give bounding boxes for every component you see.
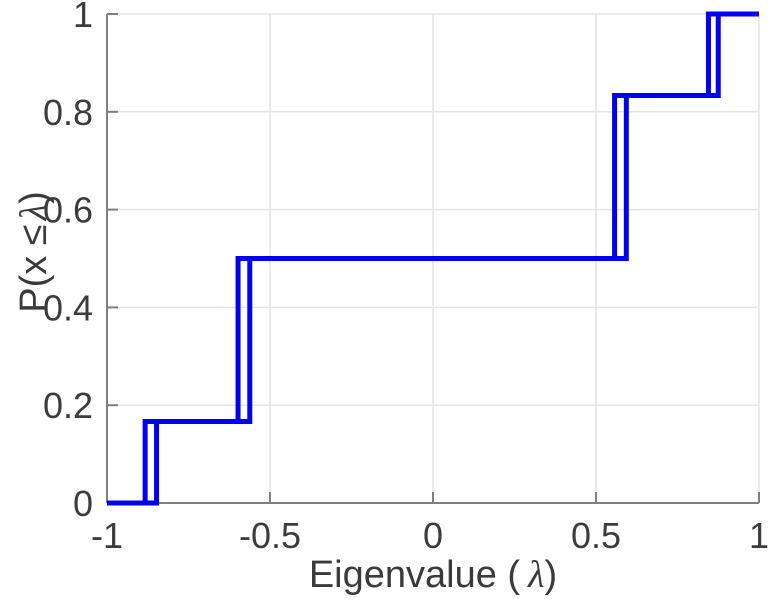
x-tick-label: 0 — [423, 515, 443, 556]
y-tick-label: 0.4 — [43, 287, 93, 328]
x-tick-label: 1 — [749, 515, 768, 556]
x-axis-label-close: ) — [544, 554, 558, 596]
x-tick-label: -0.5 — [239, 515, 301, 556]
y-tick-label: 0.2 — [43, 385, 93, 426]
tick-labels: -1 -0.5 0 0.5 1 0 0.2 0.4 0.6 0.8 1 — [43, 0, 768, 556]
lambda-symbol: λ — [528, 554, 545, 596]
y-tick-label: 1 — [73, 0, 93, 35]
y-axis-label: P(x ≤ λ) — [13, 191, 55, 313]
x-tick-label: 0.5 — [571, 515, 621, 556]
y-axis-label-text: P(x ≤ — [13, 224, 55, 313]
y-tick-label: 0.8 — [43, 92, 93, 133]
ecdf-curve-2 — [107, 11, 759, 506]
y-axis-label-close: ) — [13, 191, 55, 204]
y-tick-label: 0 — [73, 483, 93, 524]
x-axis-label-text: Eigenvalue ( — [308, 554, 521, 596]
lambda-symbol: λ — [13, 203, 55, 221]
x-tick-label: -1 — [91, 515, 123, 556]
x-axis-label: Eigenvalue (λ) — [107, 556, 759, 594]
ecdf-step-lines — [107, 11, 759, 506]
y-tick-label: 0.6 — [43, 190, 93, 231]
